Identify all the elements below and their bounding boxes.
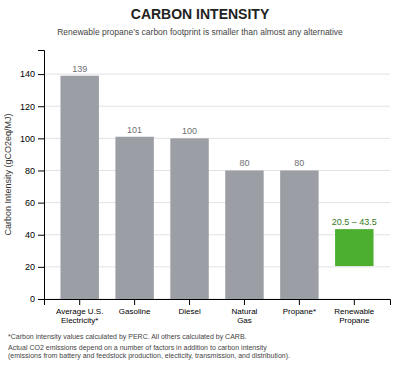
- x-tick-label-line: Renewable: [334, 307, 375, 316]
- y-tick-mark: [38, 74, 44, 75]
- y-tick-label: 100: [20, 134, 35, 144]
- y-axis-line: [38, 51, 45, 300]
- x-tick-label-line: Average U.S.: [56, 307, 103, 316]
- footnote-line: Actual CO2 emissions depend on a number …: [8, 344, 267, 352]
- y-tick-mark: [38, 138, 44, 139]
- y-tick: 80: [25, 166, 44, 176]
- y-tick-label: 60: [25, 198, 35, 208]
- data-label: 20.5 – 43.5: [332, 217, 377, 227]
- data-label: 139: [72, 64, 87, 74]
- x-tick: NaturalGas: [232, 299, 258, 325]
- x-tick-mark: [244, 299, 245, 305]
- x-tick-mark: [189, 299, 190, 305]
- x-tick: Diesel: [178, 299, 200, 316]
- data-labels: 139 101 100 80 80 20.5 – 43.5: [72, 64, 377, 227]
- bar: [225, 170, 263, 299]
- grid: [44, 74, 390, 299]
- data-label: 80: [239, 158, 249, 168]
- x-tick-label: Average U.S.Electricity*: [56, 307, 103, 325]
- x-tick-mark: [299, 299, 300, 305]
- x-tick: RenewablePropane: [334, 299, 375, 325]
- x-tick-label: NaturalGas: [232, 307, 258, 325]
- x-tick-mark: [134, 299, 135, 305]
- y-tick-label: 40: [25, 230, 35, 240]
- x-tick-mark: [79, 299, 80, 305]
- footnote: *Carbon intensity values calculated by P…: [8, 333, 247, 341]
- x-tick: Gasoline: [119, 299, 151, 316]
- y-tick-label: 80: [25, 166, 35, 176]
- y-axis: 0 20 40 60 80 100 120 140: [20, 51, 45, 305]
- chart-svg: CARBON INTENSITY Renewable propane’s carb…: [0, 0, 400, 369]
- x-tick-label-line: Gasoline: [119, 307, 151, 316]
- bar: [170, 138, 208, 299]
- y-tick-mark: [38, 170, 44, 171]
- footnote-line: *Carbon intensity values calculated by P…: [8, 333, 247, 341]
- y-tick-label: 140: [20, 69, 35, 79]
- bar: [60, 76, 98, 299]
- footnote: Actual CO2 emissions depend on a number …: [8, 344, 290, 360]
- x-tick-mark: [354, 299, 355, 305]
- y-tick: 0: [30, 294, 44, 304]
- y-tick-mark: [38, 235, 44, 236]
- plot-area: 0 20 40 60 80 100 120 140 Average U.S.Electricit…: [20, 51, 391, 325]
- y-tick-label: 0: [30, 294, 35, 304]
- y-tick: 140: [20, 69, 44, 79]
- x-tick-label-line: Propane*: [283, 307, 316, 316]
- x-tick-label: Propane*: [283, 307, 316, 316]
- y-tick: 120: [20, 102, 44, 112]
- bar: [280, 170, 318, 299]
- y-tick: 60: [25, 198, 44, 208]
- chart-container: CARBON INTENSITY Renewable propane’s carb…: [0, 0, 400, 369]
- x-tick-label: Gasoline: [119, 307, 151, 316]
- footnote-line: (emissions from battery and feedstock pr…: [8, 352, 290, 360]
- x-axis: Average U.S.Electricity* Gasoline Diesel Na…: [45, 299, 391, 325]
- data-label: 80: [294, 158, 304, 168]
- data-label: 100: [182, 126, 197, 136]
- x-tick-label-line: Diesel: [178, 307, 200, 316]
- y-axis-title: Carbon Intensity (gCO2eq/MJ): [3, 113, 13, 235]
- x-tick-label-line: Gas: [237, 316, 252, 325]
- y-tick-label: 120: [20, 102, 35, 112]
- y-tick-mark: [38, 106, 44, 107]
- x-axis-line: [45, 300, 391, 306]
- x-tick-label-line: Natural: [232, 307, 258, 316]
- subtitle: Renewable propane’s carbon footprint is …: [57, 27, 343, 37]
- x-tick-label: RenewablePropane: [334, 307, 375, 325]
- x-tick: Propane*: [283, 299, 316, 316]
- bars: [60, 76, 373, 299]
- y-tick-label: 20: [25, 262, 35, 272]
- y-tick: 100: [20, 134, 44, 144]
- y-tick: 20: [25, 262, 44, 272]
- x-tick-label-line: Electricity*: [61, 316, 98, 325]
- data-label: 101: [127, 125, 142, 135]
- title: CARBON INTENSITY: [131, 6, 270, 22]
- grid-line: [44, 74, 390, 75]
- y-tick-mark: [38, 267, 44, 268]
- x-tick-label: Diesel: [178, 307, 200, 316]
- bar: [335, 229, 373, 266]
- x-tick-label-line: Propane: [339, 316, 370, 325]
- y-tick-mark: [38, 299, 44, 300]
- y-tick: 40: [25, 230, 44, 240]
- bar: [115, 137, 153, 299]
- y-tick-mark: [38, 203, 44, 204]
- x-tick: Average U.S.Electricity*: [56, 299, 103, 325]
